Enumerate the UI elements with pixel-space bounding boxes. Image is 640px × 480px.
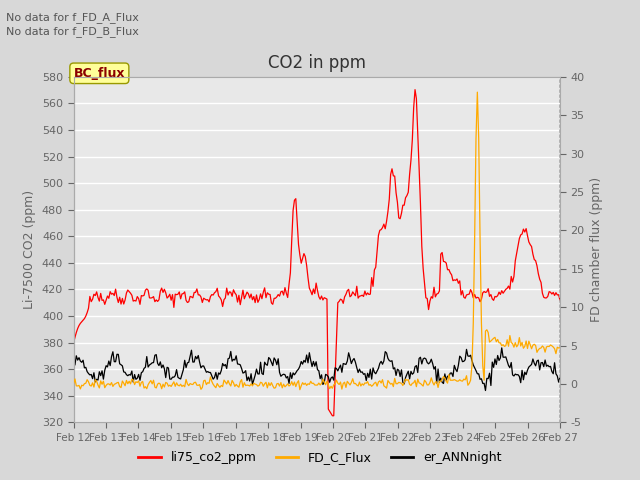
Title: CO2 in ppm: CO2 in ppm (268, 54, 366, 72)
Text: No data for f_FD_A_Flux: No data for f_FD_A_Flux (6, 12, 140, 23)
Text: BC_flux: BC_flux (74, 67, 125, 80)
Y-axis label: FD chamber flux (ppm): FD chamber flux (ppm) (590, 177, 603, 322)
Y-axis label: Li-7500 CO2 (ppm): Li-7500 CO2 (ppm) (24, 190, 36, 309)
Text: No data for f_FD_B_Flux: No data for f_FD_B_Flux (6, 26, 140, 37)
Legend: li75_co2_ppm, FD_C_Flux, er_ANNnight: li75_co2_ppm, FD_C_Flux, er_ANNnight (133, 446, 507, 469)
